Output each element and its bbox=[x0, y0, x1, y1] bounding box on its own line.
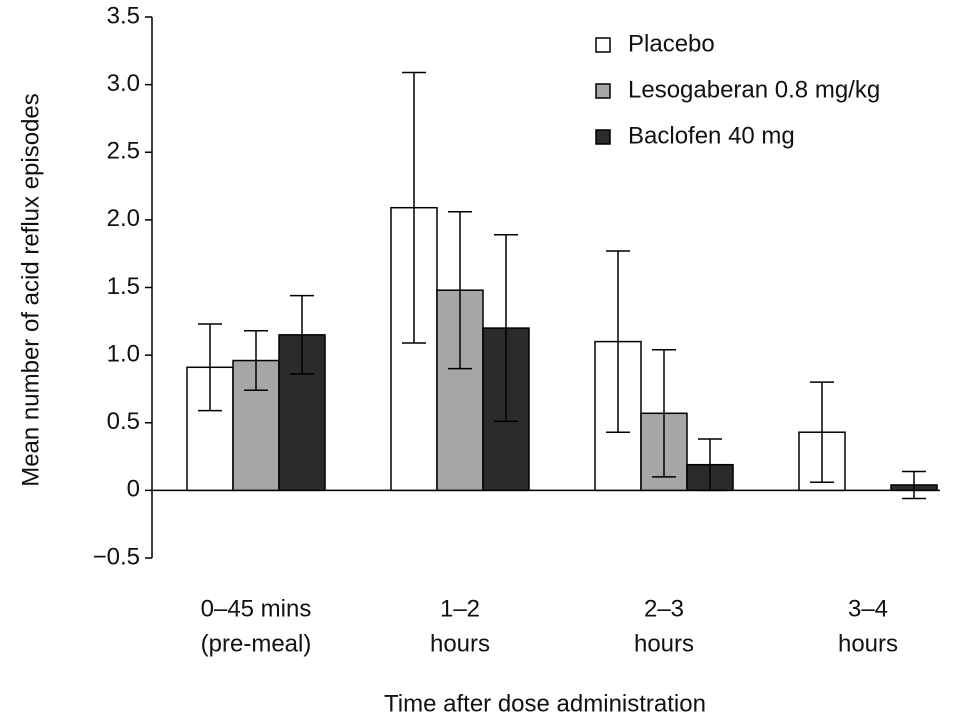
y-tick-label: 2.0 bbox=[107, 205, 140, 232]
x-tick-label: hours bbox=[634, 630, 694, 657]
x-tick-label: 1–2 bbox=[440, 595, 480, 622]
legend-swatch bbox=[595, 129, 611, 145]
x-axis-label: Time after dose administration bbox=[384, 690, 706, 717]
legend-label: Placebo bbox=[628, 30, 715, 57]
error-bar bbox=[902, 470, 926, 500]
error-bar bbox=[698, 438, 722, 492]
error-bar bbox=[652, 348, 676, 478]
error-bar bbox=[244, 330, 268, 392]
error-bar bbox=[606, 250, 630, 433]
y-tick-label: 2.5 bbox=[107, 138, 140, 165]
legend-label: Baclofen 40 mg bbox=[628, 122, 795, 149]
x-tick-label: hours bbox=[838, 630, 898, 657]
error-bar bbox=[198, 323, 222, 412]
error-bar bbox=[810, 381, 834, 484]
error-bar bbox=[290, 294, 314, 375]
legend-swatch bbox=[595, 37, 611, 53]
x-tick-label: 0–45 mins bbox=[201, 595, 312, 622]
x-tick-label: (pre-meal) bbox=[201, 630, 312, 657]
x-tick-label: 2–3 bbox=[644, 595, 684, 622]
x-tick-label: hours bbox=[430, 630, 490, 657]
y-tick-label: 3.5 bbox=[107, 2, 140, 29]
y-tick-label: 0.5 bbox=[107, 408, 140, 435]
x-tick-label: 3–4 bbox=[848, 595, 888, 622]
y-tick-label: 1.5 bbox=[107, 273, 140, 300]
y-tick-label: 1.0 bbox=[107, 340, 140, 367]
bar bbox=[436, 289, 484, 492]
error-bar bbox=[402, 71, 426, 344]
legend-label: Lesogaberan 0.8 mg/kg bbox=[628, 76, 880, 103]
y-tick-label: 0 bbox=[127, 476, 140, 503]
error-bar bbox=[448, 211, 472, 370]
y-tick-label: 3.0 bbox=[107, 70, 140, 97]
y-axis-label: Mean number of acid reflux episodes bbox=[17, 93, 44, 487]
legend-swatch bbox=[595, 83, 611, 99]
error-bar bbox=[494, 234, 518, 423]
y-tick-label: −0.5 bbox=[93, 543, 140, 570]
